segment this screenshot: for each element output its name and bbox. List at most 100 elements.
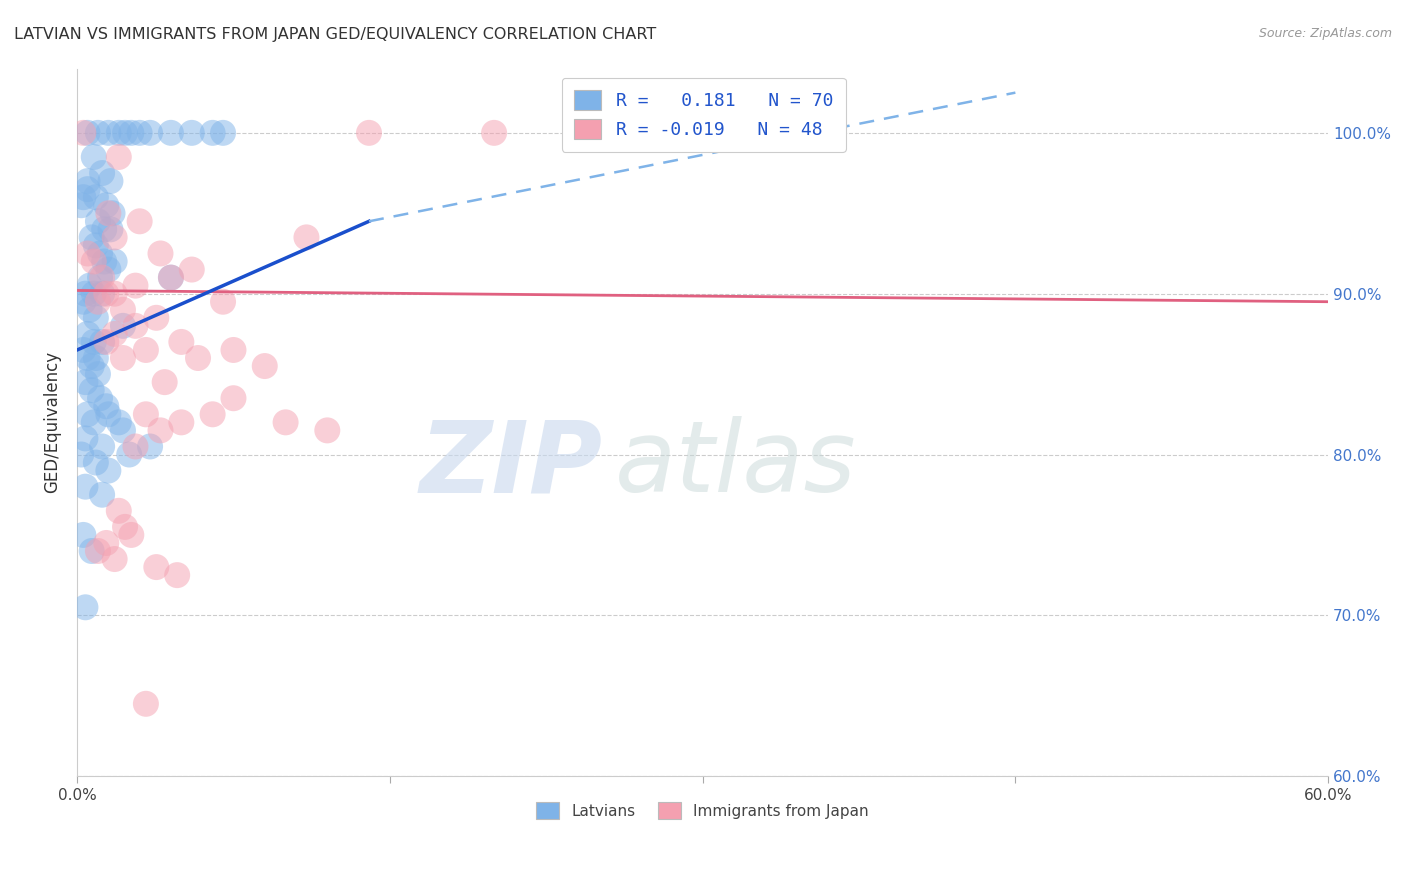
Text: LATVIAN VS IMMIGRANTS FROM JAPAN GED/EQUIVALENCY CORRELATION CHART: LATVIAN VS IMMIGRANTS FROM JAPAN GED/EQU… bbox=[14, 27, 657, 42]
Point bbox=[104, 254, 127, 268]
Point bbox=[96, 198, 118, 212]
Point bbox=[166, 568, 188, 582]
Point bbox=[96, 286, 118, 301]
Point bbox=[135, 407, 157, 421]
Point bbox=[96, 399, 118, 413]
Point bbox=[124, 278, 146, 293]
Point bbox=[76, 407, 98, 421]
Point bbox=[104, 552, 127, 566]
Point bbox=[89, 270, 111, 285]
Text: Source: ZipAtlas.com: Source: ZipAtlas.com bbox=[1258, 27, 1392, 40]
Point bbox=[111, 302, 134, 317]
Point bbox=[180, 262, 202, 277]
Point bbox=[80, 544, 103, 558]
Point bbox=[101, 206, 124, 220]
Point bbox=[139, 440, 162, 454]
Point bbox=[124, 318, 146, 333]
Point bbox=[201, 126, 224, 140]
Point bbox=[96, 334, 118, 349]
Point bbox=[84, 190, 107, 204]
Point bbox=[89, 391, 111, 405]
Point bbox=[72, 294, 94, 309]
Point bbox=[79, 302, 101, 317]
Point bbox=[128, 126, 150, 140]
Point bbox=[76, 174, 98, 188]
Point bbox=[180, 126, 202, 140]
Point bbox=[87, 126, 110, 140]
Point bbox=[76, 326, 98, 341]
Point bbox=[93, 254, 115, 268]
Point bbox=[124, 440, 146, 454]
Point bbox=[75, 480, 97, 494]
Point bbox=[72, 343, 94, 357]
Point bbox=[79, 278, 101, 293]
Point bbox=[160, 270, 183, 285]
Point bbox=[91, 270, 114, 285]
Point bbox=[114, 126, 136, 140]
Point bbox=[100, 222, 122, 236]
Point bbox=[111, 423, 134, 437]
Point bbox=[75, 600, 97, 615]
Point bbox=[97, 126, 120, 140]
Point bbox=[80, 383, 103, 397]
Point bbox=[83, 334, 105, 349]
Point bbox=[170, 415, 193, 429]
Point bbox=[87, 214, 110, 228]
Point bbox=[83, 286, 105, 301]
Point bbox=[149, 246, 172, 260]
Point bbox=[87, 544, 110, 558]
Point bbox=[145, 560, 167, 574]
Point bbox=[72, 190, 94, 204]
Point bbox=[83, 415, 105, 429]
Point bbox=[87, 294, 110, 309]
Point bbox=[274, 415, 297, 429]
Point bbox=[75, 432, 97, 446]
Point bbox=[357, 126, 380, 140]
Text: atlas: atlas bbox=[614, 417, 856, 513]
Point bbox=[76, 351, 98, 365]
Point bbox=[91, 286, 114, 301]
Point bbox=[89, 246, 111, 260]
Point bbox=[201, 407, 224, 421]
Point bbox=[104, 230, 127, 244]
Point bbox=[120, 126, 142, 140]
Point bbox=[482, 126, 505, 140]
Point bbox=[120, 528, 142, 542]
Legend: Latvians, Immigrants from Japan: Latvians, Immigrants from Japan bbox=[530, 797, 875, 825]
Point bbox=[97, 407, 120, 421]
Point bbox=[91, 488, 114, 502]
Point bbox=[128, 214, 150, 228]
Point bbox=[93, 222, 115, 236]
Point bbox=[107, 150, 129, 164]
Point bbox=[160, 126, 183, 140]
Point bbox=[107, 415, 129, 429]
Point bbox=[84, 351, 107, 365]
Point bbox=[222, 391, 245, 405]
Point bbox=[70, 448, 93, 462]
Point bbox=[76, 246, 98, 260]
Point bbox=[75, 375, 97, 389]
Point bbox=[91, 440, 114, 454]
Point bbox=[153, 375, 176, 389]
Point bbox=[75, 286, 97, 301]
Point bbox=[118, 448, 141, 462]
Point bbox=[97, 464, 120, 478]
Point bbox=[100, 174, 122, 188]
Point bbox=[139, 126, 162, 140]
Point bbox=[149, 423, 172, 437]
Point bbox=[84, 238, 107, 252]
Point bbox=[104, 326, 127, 341]
Point bbox=[111, 318, 134, 333]
Point bbox=[87, 367, 110, 381]
Point bbox=[72, 126, 94, 140]
Point bbox=[111, 351, 134, 365]
Point bbox=[97, 262, 120, 277]
Point bbox=[295, 230, 318, 244]
Point bbox=[222, 343, 245, 357]
Point bbox=[76, 182, 98, 196]
Point bbox=[145, 310, 167, 325]
Point bbox=[114, 520, 136, 534]
Point bbox=[83, 254, 105, 268]
Point bbox=[80, 230, 103, 244]
Point bbox=[212, 294, 235, 309]
